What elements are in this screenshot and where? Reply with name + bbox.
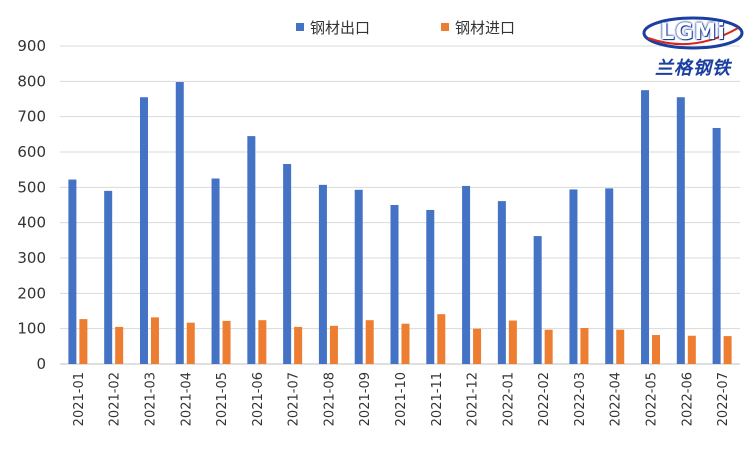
x-tick-label: 2021-06 xyxy=(251,372,266,426)
bar-import xyxy=(401,323,410,364)
x-tick-label: 2021-09 xyxy=(358,372,373,426)
bar-export xyxy=(175,82,184,364)
bar-import xyxy=(115,326,124,364)
y-tick-label: 500 xyxy=(17,178,46,196)
x-tick-label: 2021-05 xyxy=(215,372,230,426)
legend-swatch xyxy=(296,23,304,31)
bar-export xyxy=(676,97,685,364)
y-tick-label: 400 xyxy=(17,214,46,232)
bar-import xyxy=(294,326,303,364)
bar-import xyxy=(473,328,482,364)
x-axis-ticks: 2021-01 2021-02 2021-03 2021-04 2021-05 2021-… xyxy=(72,372,731,426)
bar-import xyxy=(329,325,338,364)
y-tick-label: 600 xyxy=(17,143,46,161)
x-tick-label: 2022-04 xyxy=(609,372,624,426)
legend: 钢材出口 钢材进口 xyxy=(296,19,515,37)
bar-import xyxy=(150,317,159,364)
x-tick-label: 2022-01 xyxy=(501,372,516,426)
bars xyxy=(68,82,732,365)
bar-export xyxy=(318,184,327,364)
legend-swatch xyxy=(441,23,449,31)
gridlines xyxy=(60,45,740,365)
bar-export xyxy=(247,136,256,364)
bar-import xyxy=(616,329,625,364)
bar-import xyxy=(652,335,661,364)
x-tick-label: 2021-10 xyxy=(394,372,409,426)
bar-export xyxy=(104,190,113,364)
logo-swoosh-icon xyxy=(642,16,744,50)
bar-import xyxy=(222,320,231,364)
bar-export xyxy=(139,97,148,364)
bar-import xyxy=(687,335,696,364)
logo-word: LGMi xyxy=(660,19,726,45)
bar-export xyxy=(569,189,578,364)
logo-subtitle: 兰格钢铁 xyxy=(655,58,731,79)
bar-import xyxy=(508,320,517,364)
brand-logo: LGMi 兰格钢铁 xyxy=(642,14,744,84)
bar-export xyxy=(712,127,721,365)
bar-import xyxy=(723,336,732,364)
x-tick-label: 2022-05 xyxy=(645,372,660,426)
bar-export xyxy=(283,164,292,364)
bar-import xyxy=(580,327,589,364)
bar-export xyxy=(497,201,506,364)
bar-export xyxy=(641,90,650,365)
bar-export xyxy=(462,185,471,364)
bar-export xyxy=(426,209,435,364)
bar-export xyxy=(354,189,363,364)
bar-import xyxy=(79,319,88,364)
y-tick-label: 100 xyxy=(17,320,46,338)
legend-label: 钢材出口 xyxy=(310,19,370,37)
y-tick-label: 300 xyxy=(17,249,46,267)
x-tick-label: 2021-04 xyxy=(179,372,194,426)
bar-export xyxy=(211,178,220,364)
x-tick-label: 2021-07 xyxy=(287,372,302,426)
bar-export xyxy=(68,179,77,364)
x-tick-label: 2021-12 xyxy=(466,372,481,426)
bar-import xyxy=(186,322,195,364)
x-tick-label: 2022-02 xyxy=(537,372,552,426)
bar-import xyxy=(365,320,374,364)
bar-import xyxy=(258,320,267,364)
x-tick-label: 2021-11 xyxy=(430,372,445,426)
bar-import xyxy=(544,329,553,364)
bar-export xyxy=(390,205,399,364)
legend-label: 钢材进口 xyxy=(455,19,515,37)
y-tick-label: 0 xyxy=(36,355,46,373)
bar-export xyxy=(533,236,542,364)
x-tick-label: 2021-03 xyxy=(143,372,158,426)
y-axis-ticks: 0 100 200 300 400 500 600 700 800 900 xyxy=(17,37,46,373)
x-tick-label: 2022-03 xyxy=(573,372,588,426)
x-tick-label: 2022-07 xyxy=(716,372,731,426)
bar-export xyxy=(605,188,614,364)
x-tick-label: 2022-06 xyxy=(680,372,695,426)
y-tick-label: 800 xyxy=(17,72,46,90)
y-tick-label: 700 xyxy=(17,108,46,126)
x-tick-label: 2021-02 xyxy=(108,372,123,426)
y-tick-label: 200 xyxy=(17,284,46,302)
y-tick-label: 900 xyxy=(17,37,46,55)
x-tick-label: 2021-08 xyxy=(322,372,337,426)
bar-import xyxy=(437,314,446,364)
x-tick-label: 2021-01 xyxy=(72,372,87,426)
